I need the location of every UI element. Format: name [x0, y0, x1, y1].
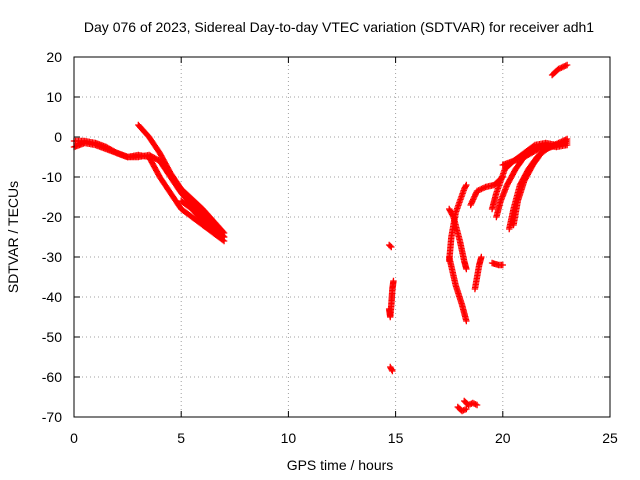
series-track-b: [70, 137, 228, 245]
x-axis-label: GPS time / hours: [287, 457, 394, 473]
data-point: [472, 401, 479, 408]
data-point: [561, 63, 568, 70]
data-point: [559, 63, 567, 71]
data-point: [499, 261, 506, 269]
data-point: [541, 142, 548, 149]
y-tick-label: -30: [42, 249, 62, 265]
data-points: [70, 61, 571, 415]
chart-title: Day 076 of 2023, Sidereal Day-to-day VTE…: [84, 19, 594, 35]
data-point: [461, 406, 469, 413]
series-track-u: [548, 61, 571, 79]
data-point: [466, 401, 474, 408]
y-axis-label: SDTVAR / TECUs: [5, 181, 21, 293]
data-point: [561, 137, 568, 144]
data-point: [556, 139, 564, 146]
data-point: [219, 232, 227, 240]
data-point: [551, 141, 558, 149]
y-tick-label: -60: [42, 369, 62, 385]
data-point: [553, 140, 561, 147]
grid: [74, 57, 610, 417]
data-point: [388, 243, 395, 251]
x-tick-label: 15: [388, 430, 404, 446]
data-point: [562, 62, 569, 69]
data-point: [475, 187, 482, 194]
data-point: [548, 143, 555, 150]
series-track-l: [454, 403, 470, 415]
data-point: [389, 367, 396, 375]
data-point: [558, 64, 565, 71]
data-point: [465, 401, 472, 409]
series-track-e: [385, 241, 395, 251]
y-tick-label: -10: [42, 169, 62, 185]
series-track-o: [488, 259, 506, 269]
data-point: [481, 184, 488, 191]
x-tick-label: 25: [602, 430, 618, 446]
data-point: [546, 143, 554, 151]
data-point: [463, 265, 470, 273]
plot-frame: [73, 56, 611, 418]
data-point: [558, 138, 565, 145]
y-tick-label: -50: [42, 329, 62, 345]
y-tick-label: -20: [42, 209, 62, 225]
series-track-t: [499, 141, 549, 169]
series-track-j: [446, 181, 470, 265]
data-point: [559, 137, 567, 145]
data-point: [542, 141, 549, 149]
series-track-c: [135, 121, 228, 237]
data-point: [562, 136, 569, 143]
series-track-s: [510, 135, 571, 229]
data-point: [387, 242, 394, 250]
x-tick-label: 0: [70, 430, 78, 446]
y-tick-label: -40: [42, 289, 62, 305]
data-point: [476, 186, 484, 193]
data-point: [555, 139, 562, 147]
x-tick-label: 5: [177, 430, 185, 446]
data-point: [478, 253, 485, 261]
data-point: [473, 187, 481, 195]
y-tick-label: 20: [46, 49, 62, 65]
data-point: [479, 185, 486, 192]
series-track-n: [471, 253, 485, 293]
axis-ticks: 0 5 10 15 20 25 -70 -60 -50 -40 -30 -20 -10 0 10 20: [42, 49, 618, 446]
data-point: [473, 401, 481, 409]
data-point: [563, 135, 571, 143]
series-track-g: [387, 363, 396, 375]
data-point: [458, 407, 466, 415]
data-point: [388, 366, 395, 373]
data-point: [556, 65, 564, 72]
data-point: [462, 183, 469, 190]
data-point: [563, 61, 571, 69]
data-point: [460, 407, 467, 414]
y-tick-label: 10: [46, 89, 62, 105]
data-point: [390, 277, 397, 285]
data-point: [463, 405, 470, 413]
data-point: [552, 141, 559, 148]
data-point: [549, 142, 557, 149]
y-tick-label: -70: [42, 409, 62, 425]
data-point: [471, 400, 478, 407]
data-point: [478, 185, 485, 193]
x-tick-label: 10: [281, 430, 297, 446]
data-point: [463, 317, 470, 325]
data-point: [555, 65, 562, 73]
data-point: [463, 181, 470, 189]
x-tick-label: 20: [495, 430, 511, 446]
data-point: [469, 399, 476, 407]
y-tick-label: 0: [54, 129, 62, 145]
series-track-k: [461, 397, 481, 409]
data-point: [220, 233, 228, 241]
series-track-f: [385, 277, 397, 321]
series-track-d: [178, 197, 228, 241]
